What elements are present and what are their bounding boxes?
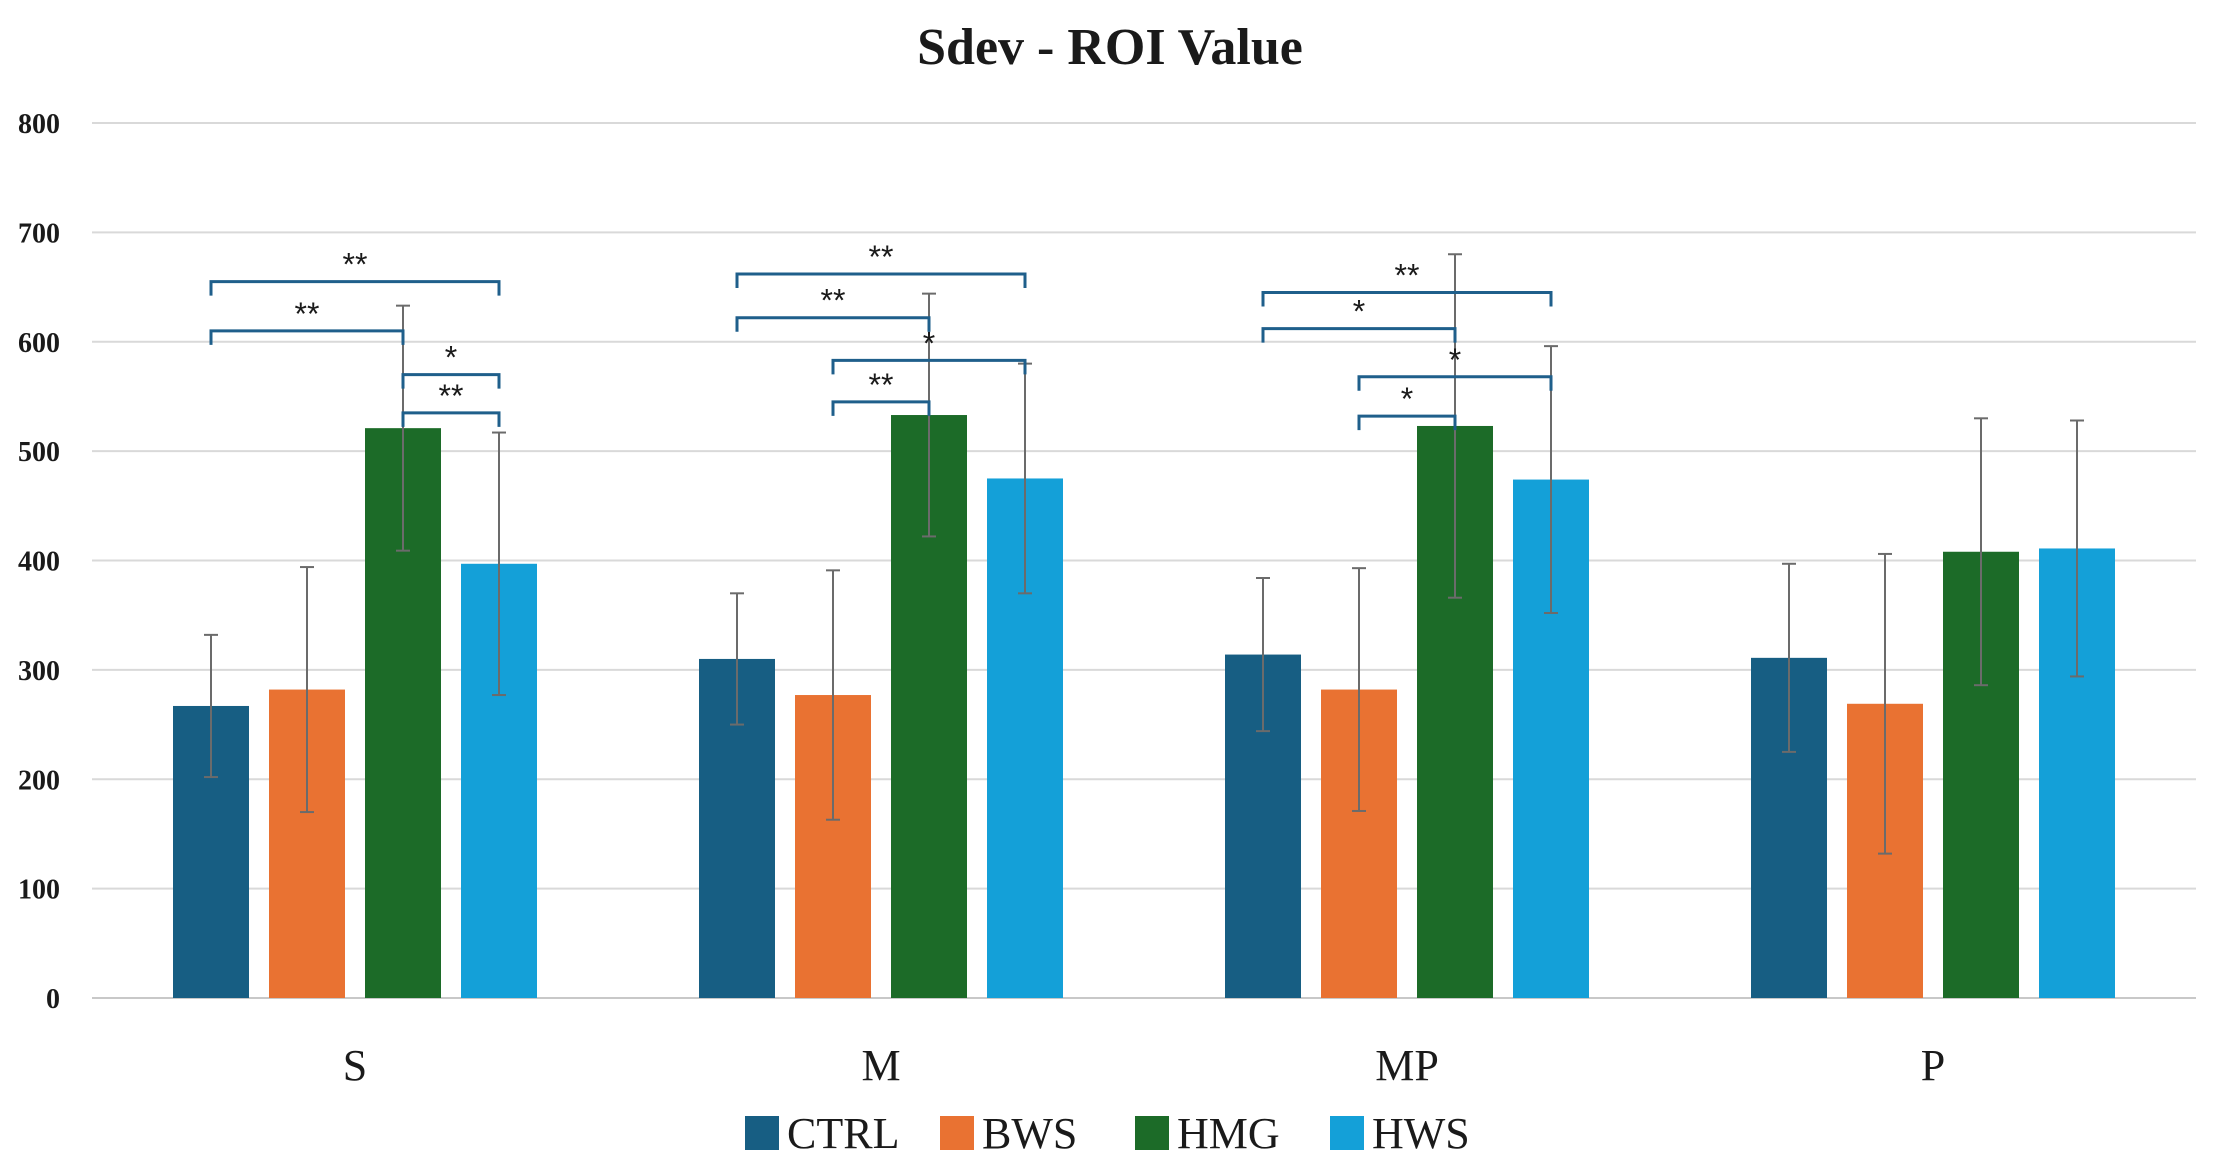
x-tick-label-mp: MP — [1375, 1041, 1439, 1090]
gridlines — [92, 122, 2196, 999]
y-tick-label: 200 — [18, 765, 60, 796]
y-tick-label: 800 — [18, 109, 60, 140]
error-bar-hws-s — [492, 431, 506, 697]
y-tick-label: 300 — [18, 656, 60, 687]
significance-bracket: * — [1357, 342, 1553, 391]
legend-swatch — [1330, 1116, 1364, 1150]
y-tick-label: 500 — [18, 437, 60, 468]
legend-label: HWS — [1372, 1109, 1470, 1158]
significance-bracket: ** — [1261, 258, 1553, 307]
error-bar-hmg-p — [1974, 417, 1988, 687]
legend-item-hmg: HMG — [1135, 1109, 1280, 1158]
significance-label: * — [1449, 342, 1461, 378]
error-bar-bws-m — [826, 569, 840, 821]
significance-label: * — [923, 325, 935, 361]
significance-bracket: ** — [209, 296, 405, 345]
error-bar-hmg-s — [396, 304, 410, 552]
significance-label: * — [1353, 294, 1365, 330]
legend-label: HMG — [1177, 1109, 1280, 1158]
significance-label: ** — [343, 247, 368, 283]
bars — [173, 415, 2115, 998]
significance-bracket: ** — [735, 283, 931, 332]
significance-label: ** — [869, 367, 894, 403]
significance-bracket: * — [401, 340, 501, 389]
y-tick-label: 600 — [18, 328, 60, 359]
significance-bracket: ** — [401, 378, 501, 427]
error-bar-ctrl-m — [730, 592, 744, 726]
y-tick-label: 700 — [18, 218, 60, 249]
legend-swatch — [745, 1116, 779, 1150]
significance-label: ** — [869, 239, 894, 275]
significance-bracket: * — [1261, 294, 1457, 343]
y-tick-label: 0 — [46, 984, 60, 1015]
significance-brackets: ******************* — [209, 239, 1553, 431]
significance-bracket: * — [831, 325, 1027, 375]
x-tick-label-m: M — [861, 1041, 900, 1090]
significance-bracket: ** — [209, 247, 501, 296]
legend-label: BWS — [982, 1109, 1077, 1158]
legend: CTRL BWS HMG HWS — [745, 1109, 1470, 1158]
x-tick-label-s: S — [343, 1041, 367, 1090]
significance-bracket: ** — [735, 239, 1027, 288]
x-axis-ticks: S M MP P — [343, 1041, 1945, 1090]
significance-label: ** — [821, 283, 846, 319]
error-bar-ctrl-s — [204, 633, 218, 779]
error-bar-hws-p — [2070, 419, 2084, 678]
legend-swatch — [940, 1116, 974, 1150]
error-bar-ctrl-mp — [1256, 577, 1270, 733]
chart-title: Sdev - ROI Value — [917, 19, 1303, 76]
error-bar-ctrl-p — [1782, 562, 1796, 753]
legend-item-hws: HWS — [1330, 1109, 1470, 1158]
error-bar-bws-p — [1878, 552, 1892, 855]
x-tick-label-p: P — [1921, 1041, 1945, 1090]
y-tick-label: 400 — [18, 547, 60, 578]
significance-label: * — [1401, 381, 1413, 417]
significance-label: ** — [1395, 258, 1420, 294]
significance-label: ** — [439, 378, 464, 414]
significance-label: * — [445, 340, 457, 376]
significance-bracket: ** — [831, 367, 931, 416]
legend-label: CTRL — [787, 1109, 899, 1158]
significance-bracket: * — [1357, 381, 1457, 431]
error-bar-bws-mp — [1352, 567, 1366, 812]
legend-item-ctrl: CTRL — [745, 1109, 899, 1158]
y-tick-label: 100 — [18, 875, 60, 906]
legend-item-bws: BWS — [940, 1109, 1077, 1158]
y-axis-ticks: 0 100 200 300 400 500 600 700 800 — [18, 109, 60, 1015]
error-bar-bws-s — [300, 566, 314, 814]
significance-label: ** — [295, 296, 320, 332]
legend-swatch — [1135, 1116, 1169, 1150]
